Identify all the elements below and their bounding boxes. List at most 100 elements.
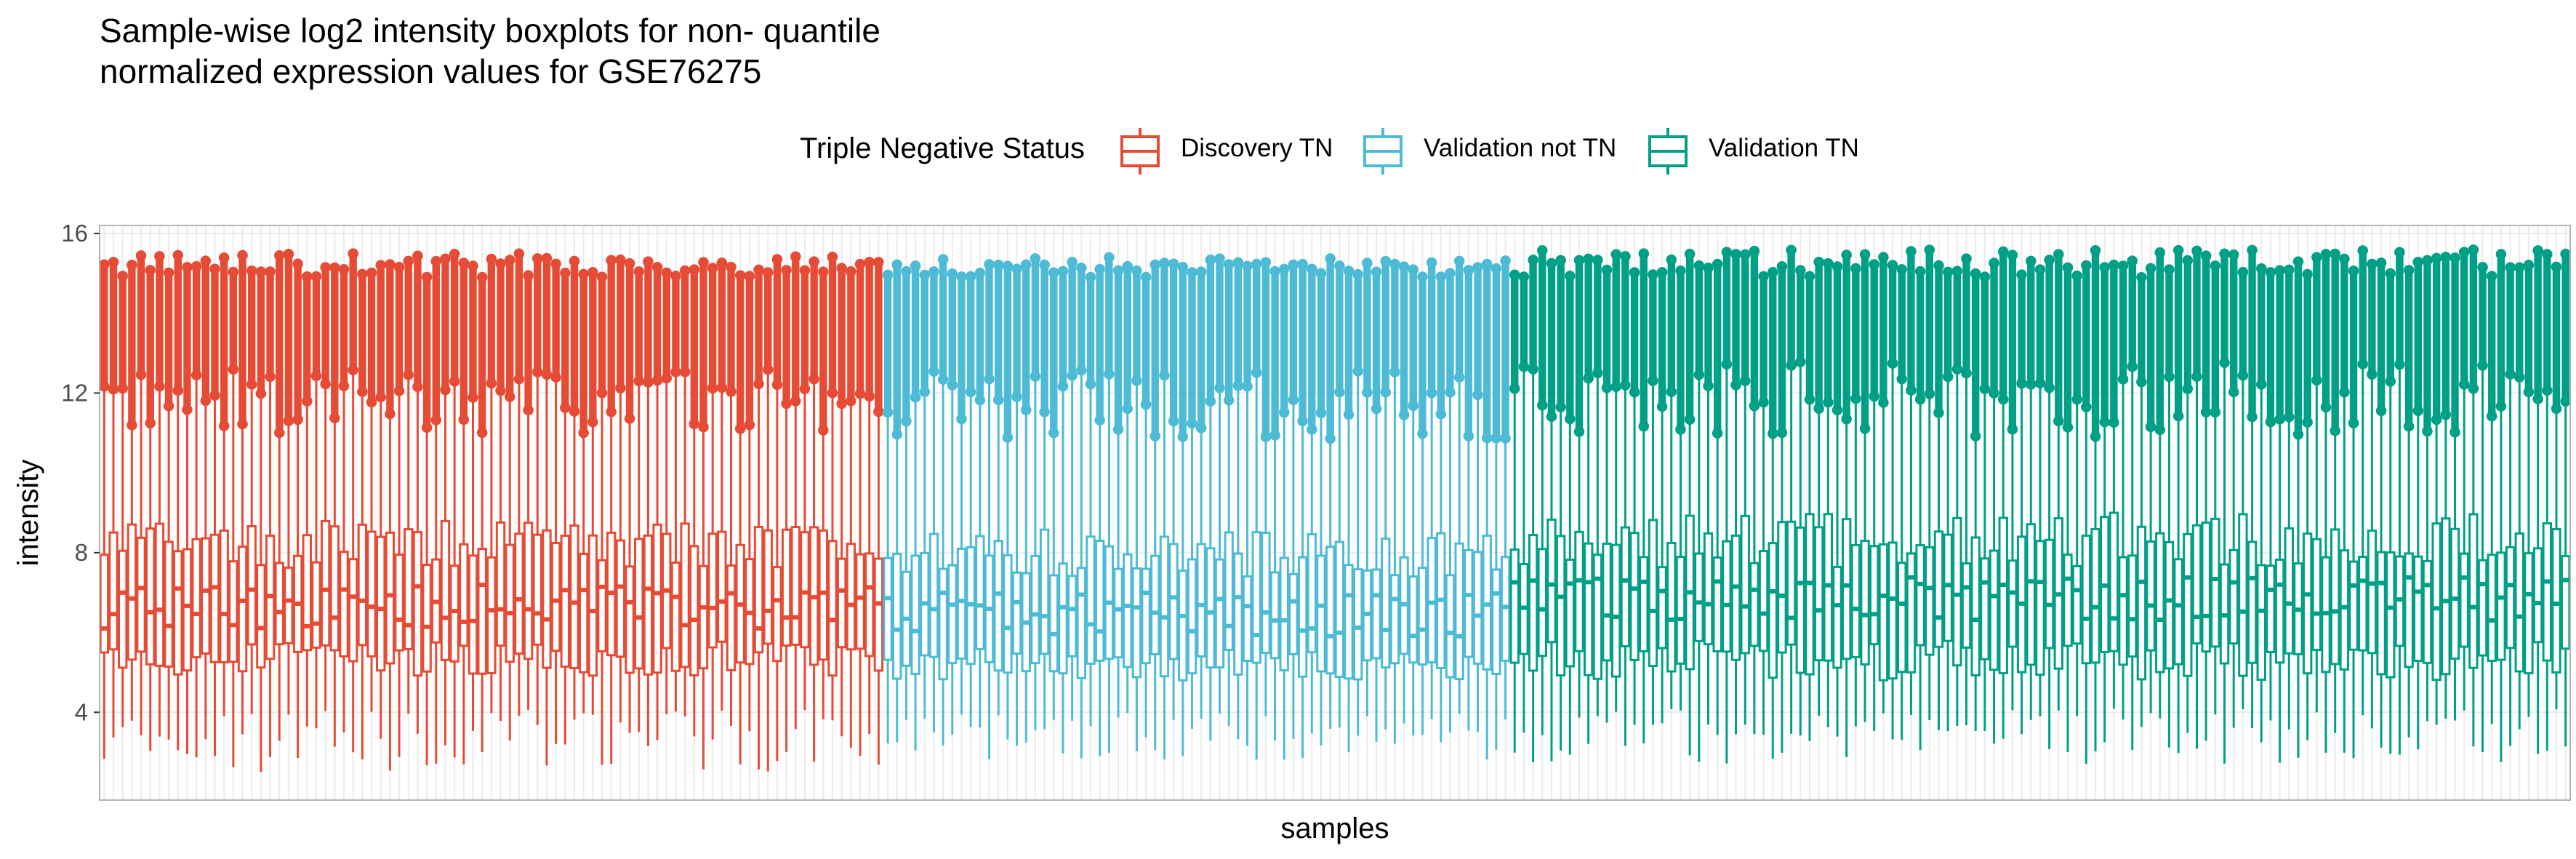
outlier-point (1739, 249, 1751, 260)
outlier-band (201, 260, 210, 401)
outlier-point (937, 374, 949, 385)
boxplot-sample (854, 258, 866, 756)
box (2026, 523, 2036, 666)
outlier-band (1797, 270, 1805, 362)
boxplot-sample (781, 265, 792, 752)
boxplot-sample (1094, 263, 1105, 756)
outlier-point (1168, 415, 1179, 427)
outlier-band (1216, 258, 1224, 388)
box (1675, 556, 1686, 665)
outlier-band (718, 263, 726, 388)
outlier-band (2451, 257, 2459, 433)
outlier-point (1398, 409, 1410, 420)
outlier-point (2357, 245, 2368, 256)
outlier-band (422, 277, 431, 428)
outlier-point (1288, 259, 1299, 271)
boxplot-sample (1214, 253, 1225, 714)
outlier-point (393, 385, 405, 396)
outlier-point (698, 257, 709, 268)
outlier-point (1795, 265, 1806, 276)
outlier-band (875, 262, 883, 412)
outlier-point (348, 248, 358, 259)
boxplot-sample (1675, 265, 1686, 711)
outlier-point (836, 263, 847, 273)
boxplot-sample (2367, 258, 2378, 729)
y-tick-label: 4 (75, 698, 88, 725)
boxplot-sample (1242, 260, 1253, 746)
boxplot-sample (698, 257, 709, 770)
outlier-point (2394, 247, 2405, 258)
outlier-band (2331, 253, 2339, 431)
box (1998, 516, 2008, 674)
boxplot-sample (2099, 262, 2110, 743)
outlier-point (587, 267, 598, 278)
box (1159, 535, 1170, 678)
boxplot-sample (992, 259, 1004, 716)
outlier-band (920, 275, 928, 392)
outlier-band (211, 268, 219, 396)
outlier-point (643, 256, 654, 267)
boxplot-sample (1500, 255, 1511, 720)
outlier-point (818, 266, 829, 277)
outlier-band (1547, 263, 1556, 417)
outlier-band (1529, 260, 1537, 369)
y-axis-title: intensity (12, 460, 44, 567)
box (1860, 540, 1870, 666)
boxplot-sample (1159, 257, 1170, 759)
outlier-point (2108, 417, 2119, 428)
outlier-point (1841, 413, 1852, 425)
outlier-point (1758, 396, 1769, 408)
boxplot-sample (292, 258, 303, 759)
outlier-band (2441, 257, 2450, 415)
outlier-band (238, 255, 246, 425)
outlier-band (1769, 272, 1777, 434)
boxplot-sample (127, 260, 137, 721)
outlier-point (1232, 380, 1244, 391)
boxplot-sample (2210, 260, 2221, 715)
legend: Triple Negative Status Discovery TN Vali… (0, 124, 2576, 179)
outlier-point (984, 373, 995, 385)
boxplot-sample (679, 265, 691, 717)
outlier-band (589, 272, 597, 423)
box (883, 556, 893, 661)
outlier-point (1223, 259, 1235, 270)
boxplot-sample (2053, 249, 2064, 711)
boxplot-sample (2025, 255, 2037, 720)
outlier-point (385, 259, 396, 270)
outlier-point (808, 256, 819, 267)
outlier-band (164, 272, 173, 407)
outlier-point (430, 255, 442, 267)
outlier-point (1970, 268, 1981, 279)
outlier-point (1168, 258, 1179, 270)
outlier-band (2404, 270, 2413, 427)
box (1528, 534, 1538, 672)
outlier-point (2403, 420, 2415, 432)
box (1334, 540, 1345, 679)
boxplot-sample (1187, 267, 1197, 730)
outlier-point (1085, 271, 1096, 283)
outlier-point (1187, 267, 1197, 278)
outlier-point (541, 252, 553, 264)
outlier-band (386, 264, 394, 415)
boxplot-sample (1804, 271, 1815, 741)
outlier-point (1924, 244, 1935, 255)
outlier-point (836, 398, 847, 409)
outlier-point (2403, 265, 2415, 276)
outlier-band (607, 260, 615, 412)
outlier-band (1501, 260, 1509, 439)
boxplot-sample (449, 248, 460, 758)
outlier-point (1749, 245, 1760, 257)
outlier-point (1205, 254, 1216, 265)
boxplot-sample (2219, 248, 2230, 764)
outlier-band (1031, 258, 1040, 377)
boxplot-sample (531, 253, 543, 725)
box (707, 532, 718, 649)
outlier-point (2375, 405, 2387, 417)
box (717, 530, 727, 643)
outlier-point (1380, 255, 1392, 267)
box (1740, 514, 1750, 655)
outlier-point (1315, 268, 1327, 279)
outlier-band (294, 263, 302, 420)
outlier-point (670, 271, 681, 281)
boxplot-sample (2090, 244, 2101, 751)
